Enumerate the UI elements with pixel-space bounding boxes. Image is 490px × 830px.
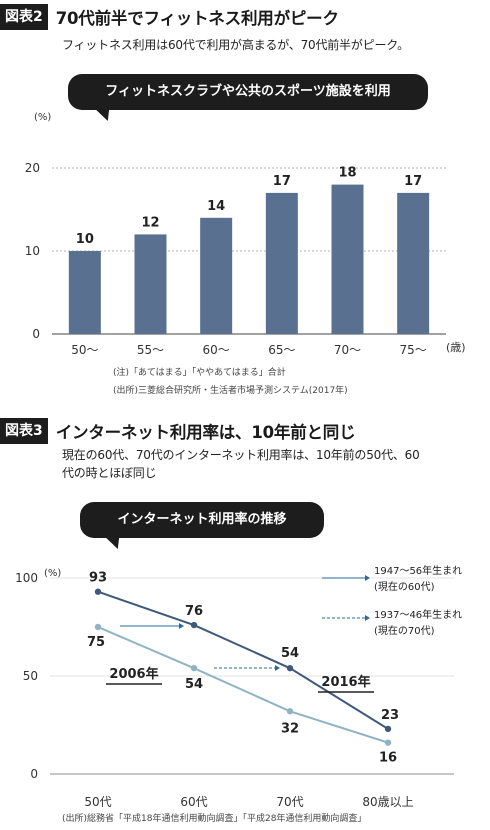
bar-data-label: 10 <box>76 232 94 247</box>
line-point <box>94 588 102 595</box>
series-label-2016: 2016年 <box>321 674 370 690</box>
arrow-2006-head <box>275 665 280 671</box>
line-data-label: 76 <box>185 604 203 619</box>
section2-bubble: インターネット利用率の推移 <box>80 502 324 538</box>
bar-y-tick: 10 <box>25 244 40 258</box>
bar-y-unit: (%) <box>34 112 51 123</box>
bar <box>265 192 298 334</box>
line-point <box>384 725 392 733</box>
line-data-label: 16 <box>379 751 397 766</box>
section1-source: (出所)三菱総合研究所・生活者市場予測システム(2017年) <box>113 386 348 396</box>
section1-header: 図表2 70代前半でフィットネス利用がピーク <box>0 4 339 30</box>
line-x-tick: 50代 <box>84 795 111 809</box>
legend-2016-line2: (現在の60代) <box>374 581 435 593</box>
bar <box>134 234 167 334</box>
bar <box>68 251 101 334</box>
line-point <box>384 739 392 746</box>
legend-2006-line1: 1937～46年生まれ <box>374 608 462 621</box>
section2-subtitle-line2: 代の時とほぼ同じ <box>62 466 157 480</box>
line-series-0 <box>97 590 389 730</box>
section1-bubble: フィットネスクラブや公共のスポーツ施設を利用 <box>68 74 428 110</box>
legend-2006-line2: (現在の70代) <box>374 625 435 637</box>
series-label-2006: 2006年 <box>109 666 158 682</box>
line-x-tick: 80歳以上 <box>362 795 413 809</box>
bar-data-label: 18 <box>338 166 356 181</box>
section2-source: (出所)総務省「平成18年通信利用動向調査」「平成28年通信利用動向調査」 <box>62 814 367 824</box>
bar-data-label: 14 <box>207 199 225 214</box>
line-data-label: 23 <box>381 708 399 723</box>
line-series-1 <box>97 626 389 744</box>
line-chart: (%) 0 50 100 50代 60代 70代 80歳以上 93 76 54 23 75 54 32 16 2… <box>15 564 462 809</box>
section1-subtitle: フィットネス利用は60代で利用が高まるが、70代前半がピーク。 <box>62 38 409 52</box>
line-y-tick: 50 <box>23 669 38 683</box>
bar-x-tick: 70～ <box>334 343 361 357</box>
section2-title: インターネット利用率は、10年前と同じ <box>55 423 356 442</box>
legend-arrow-2006-head <box>365 615 370 621</box>
section2-header: 図表3 インターネット利用率は、10年前と同じ <box>0 418 356 444</box>
line-point <box>190 664 198 672</box>
line-y-tick: 0 <box>30 767 38 781</box>
bar-x-tick: 65～ <box>268 343 295 357</box>
line-point <box>286 664 294 672</box>
bar <box>331 184 364 334</box>
line-x-tick: 70代 <box>276 795 303 809</box>
section1-note: (注)「あてはまる」「ややあてはまる」合計 <box>113 368 286 378</box>
legend-arrow-2016-head <box>365 575 370 581</box>
legend-2016-line1: 1947～56年生まれ <box>374 564 462 577</box>
line-x-tick: 60代 <box>180 795 207 809</box>
line-data-label: 54 <box>281 646 299 661</box>
bar-x-tick: 75～ <box>400 343 427 357</box>
line-data-label: 93 <box>89 571 107 586</box>
arrow-2016-head <box>179 623 184 629</box>
bar-x-unit: (歳) <box>446 341 466 354</box>
bar <box>200 217 233 334</box>
section1-badge: 図表2 <box>0 4 48 30</box>
line-point <box>190 621 198 629</box>
bar-chart: (%) 0 10 20 10 50～ 12 55～ 14 60～ 17 65～ 18 70～ 17 75～ (歳… <box>25 112 466 357</box>
bar-x-tick: 60～ <box>203 343 230 357</box>
section2-subtitle-line1: 現在の60代、70代のインターネット利用率は、10年前の50代、60 <box>62 448 420 462</box>
line-point <box>286 708 294 715</box>
bar-data-label: 17 <box>273 174 291 189</box>
section1-title: 70代前半でフィットネス利用がピーク <box>55 9 339 28</box>
section2-badge: 図表3 <box>0 418 48 444</box>
bar-y-tick: 20 <box>25 161 40 175</box>
bar-y-tick: 0 <box>32 327 40 341</box>
bar <box>397 192 430 334</box>
bar-x-tick: 50～ <box>71 343 98 357</box>
line-y-unit: (%) <box>44 568 61 579</box>
line-point <box>94 623 102 631</box>
bar-x-tick: 55～ <box>137 343 164 357</box>
line-data-label: 54 <box>185 677 203 692</box>
line-data-label: 75 <box>87 635 105 650</box>
line-y-tick: 100 <box>15 571 38 585</box>
bar-data-label: 17 <box>404 174 422 189</box>
bar-data-label: 12 <box>141 215 159 230</box>
line-data-label: 32 <box>281 721 299 736</box>
